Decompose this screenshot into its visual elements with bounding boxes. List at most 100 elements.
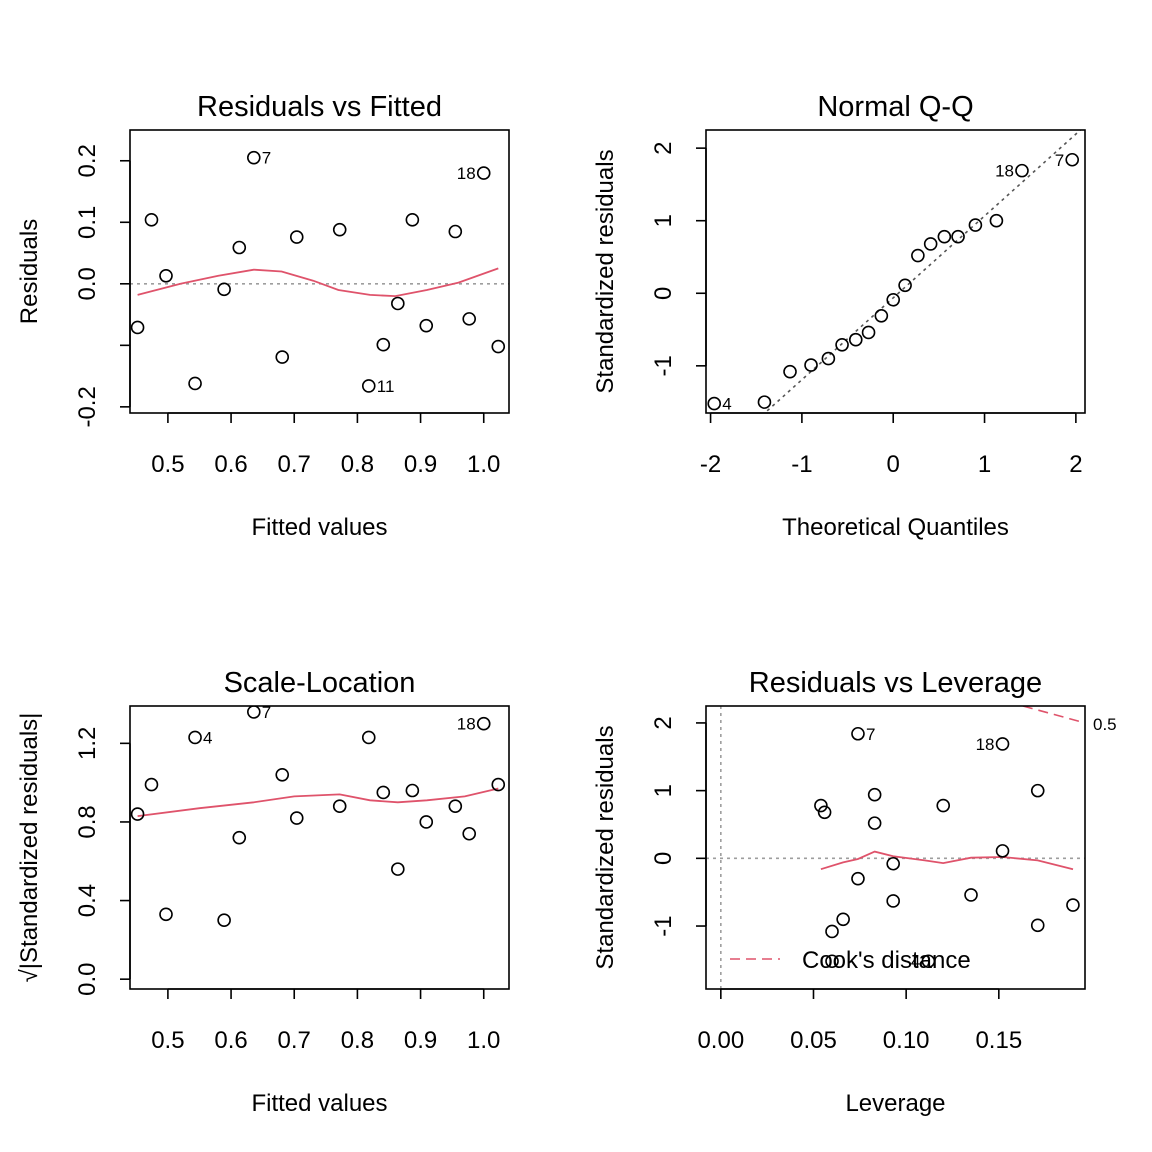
data-point xyxy=(391,862,405,876)
data-point xyxy=(964,888,978,902)
y-axis-label: Residuals xyxy=(16,219,43,324)
data-point xyxy=(835,337,849,352)
data-point xyxy=(886,292,901,307)
data-point xyxy=(462,826,477,841)
plot-title: Residuals vs Leverage xyxy=(749,667,1042,699)
data-point xyxy=(1015,163,1029,178)
data-point xyxy=(361,730,376,745)
data-point xyxy=(898,278,912,293)
data-point xyxy=(275,350,290,364)
panel-residuals-vs-leverage: 0.5 Cook's distance 7 18 4 0.00 0.05 0.10 0.15 -1… xyxy=(592,667,1117,1117)
plot-area xyxy=(130,706,506,928)
y-tick-label: 2 xyxy=(650,141,677,154)
data-point xyxy=(911,248,925,263)
data-point xyxy=(232,830,247,845)
x-tick-label: 0.8 xyxy=(341,1027,374,1054)
data-point xyxy=(825,924,839,939)
data-point xyxy=(867,816,882,830)
x-tick-label: 0.00 xyxy=(697,1027,744,1054)
data-point xyxy=(232,240,247,255)
data-point xyxy=(921,954,936,969)
x-tick-label: 0.05 xyxy=(790,1027,837,1054)
data-point xyxy=(936,798,951,813)
data-point xyxy=(405,213,420,227)
x-tick-label: 1.0 xyxy=(467,1027,500,1054)
x-axis-label: Fitted values xyxy=(251,1090,387,1117)
x-tick-label: 0.7 xyxy=(278,1027,311,1054)
data-point xyxy=(1030,783,1045,798)
panel-scale-location: 4 7 18 0.5 0.6 0.7 0.8 0.9 1.0 0.0 0.4 0.8 1.2 Scale-… xyxy=(16,667,510,1117)
x-tick-label: -2 xyxy=(700,451,721,478)
y-tick-label: 2 xyxy=(650,716,677,729)
qq-reference-line xyxy=(766,130,1081,412)
data-point xyxy=(886,894,900,908)
data-point xyxy=(332,799,347,814)
plot-title: Scale-Location xyxy=(224,667,416,699)
cooks-contour-label: 0.5 xyxy=(1093,715,1117,734)
y-axis-label: Standardized residuals xyxy=(592,725,619,969)
data-point xyxy=(804,358,818,372)
smooth-line xyxy=(137,267,499,298)
point-label: 7 xyxy=(866,725,875,744)
y-tick-label: -1 xyxy=(650,355,677,376)
x-tick-label: 1 xyxy=(978,451,991,478)
data-point xyxy=(289,230,304,244)
data-point xyxy=(419,318,434,333)
data-point xyxy=(332,222,347,237)
plot-title: Residuals vs Fitted xyxy=(197,91,442,123)
data-point xyxy=(217,913,231,928)
data-point xyxy=(462,312,477,326)
data-point xyxy=(821,351,836,366)
x-axis-label: Theoretical Quantiles xyxy=(782,514,1009,541)
data-point xyxy=(886,856,900,871)
x-axis-label: Leverage xyxy=(845,1090,945,1117)
data-point xyxy=(707,396,722,411)
data-point xyxy=(491,777,506,792)
y-tick-label: 0 xyxy=(650,287,677,300)
panel-residuals-vs-fitted: 7 18 11 0.5 0.6 0.7 0.8 0.9 1.0 -0.2 0.0 0.1 0.2 Resi… xyxy=(16,91,510,541)
data-point xyxy=(159,907,173,922)
y-tick-label: 0 xyxy=(650,852,677,865)
data-point xyxy=(144,777,159,792)
y-tick-label: -1 xyxy=(650,915,677,936)
data-point xyxy=(476,166,491,180)
point-label: 4 xyxy=(911,952,920,971)
y-tick-label: 0.8 xyxy=(74,805,101,838)
data-point xyxy=(951,229,965,244)
cooks-distance-contour xyxy=(1022,706,1085,724)
data-point xyxy=(491,339,506,354)
data-point xyxy=(159,269,173,283)
smooth-line xyxy=(137,787,499,817)
data-point xyxy=(419,815,434,829)
data-point xyxy=(848,332,863,347)
plot-title: Normal Q-Q xyxy=(817,91,973,123)
data-point xyxy=(405,783,420,798)
data-point xyxy=(861,325,876,340)
data-point xyxy=(144,213,159,227)
point-label: 18 xyxy=(457,164,476,183)
x-axis-label: Fitted values xyxy=(251,514,387,541)
data-point xyxy=(995,737,1010,751)
data-point xyxy=(217,282,231,297)
point-label: 4 xyxy=(722,395,731,414)
data-point xyxy=(188,730,202,745)
y-tick-label: 1 xyxy=(650,214,677,227)
data-point xyxy=(247,150,261,165)
smooth-line xyxy=(820,850,1074,871)
data-point xyxy=(825,954,839,969)
data-point xyxy=(361,379,376,393)
data-point xyxy=(289,811,304,825)
y-axis-label: √|Standardized residuals| xyxy=(16,713,43,983)
x-tick-label: 0.8 xyxy=(341,451,374,478)
panel-normal-qq: 4 18 7 -2 -1 0 1 2 -1 0 1 2 Normal Q-Q Theoretical Qu… xyxy=(592,91,1086,541)
data-point xyxy=(275,767,290,782)
data-point xyxy=(247,706,261,719)
data-point xyxy=(989,213,1004,228)
y-tick-label: 0.0 xyxy=(74,962,101,995)
point-label: 18 xyxy=(976,735,995,754)
data-point xyxy=(814,798,828,813)
x-tick-label: 0.15 xyxy=(975,1027,1022,1054)
data-point xyxy=(757,395,772,409)
x-tick-label: 0.5 xyxy=(151,1027,184,1054)
point-label: 7 xyxy=(262,703,271,722)
